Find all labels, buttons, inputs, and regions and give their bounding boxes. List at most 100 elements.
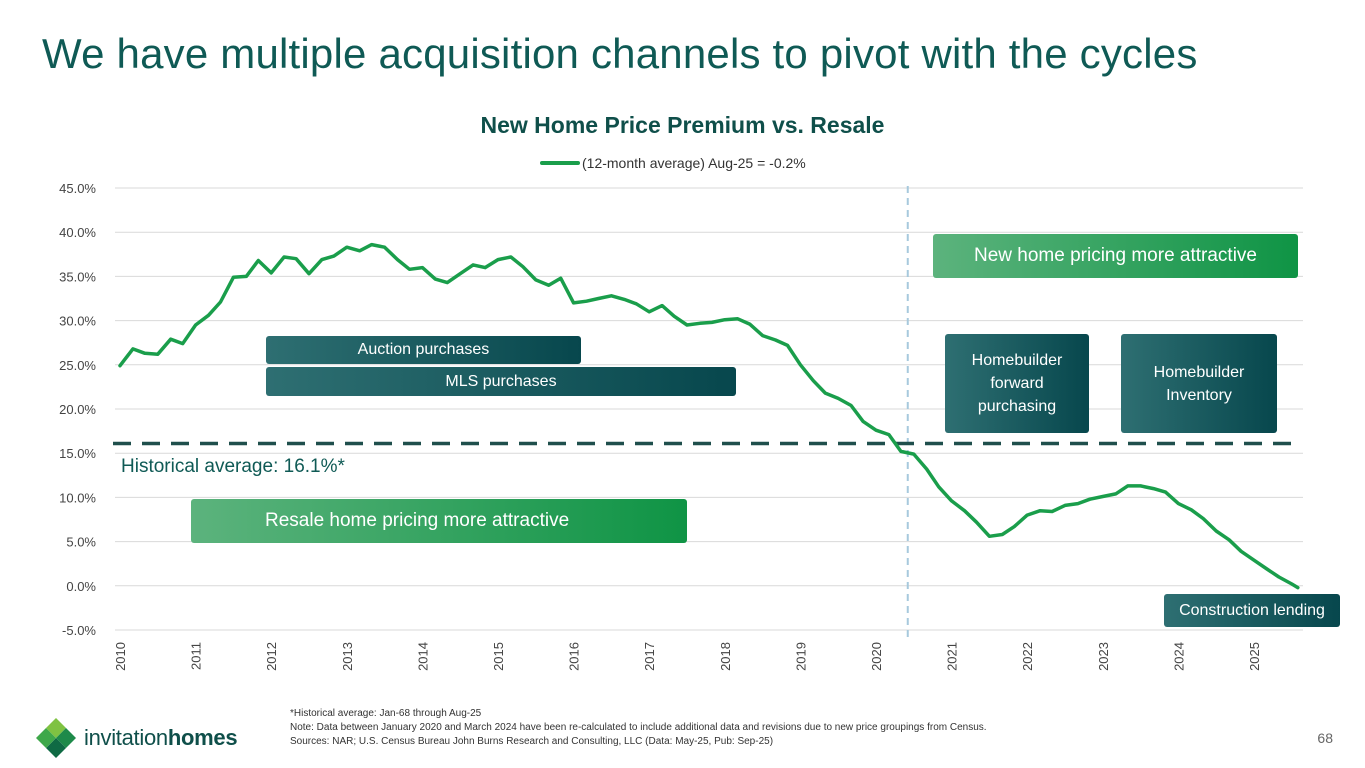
- data-point: [660, 304, 664, 307]
- y-tick-label: -5.0%: [62, 623, 96, 638]
- x-tick-label: 2015: [491, 642, 506, 671]
- data-point: [370, 243, 373, 246]
- data-point: [761, 334, 764, 337]
- data-point: [1152, 487, 1155, 490]
- y-tick-label: 25.0%: [59, 358, 96, 373]
- y-tick-label: 45.0%: [59, 181, 96, 196]
- data-point: [1202, 517, 1205, 520]
- data-point: [1101, 495, 1105, 498]
- data-point: [1013, 525, 1016, 528]
- y-tick-label: 40.0%: [59, 225, 96, 240]
- data-point: [446, 281, 449, 284]
- data-point: [1038, 509, 1042, 512]
- company-logo: invitationhomes: [34, 716, 238, 760]
- data-point: [408, 268, 411, 271]
- data-point: [496, 258, 500, 261]
- data-point: [723, 318, 726, 321]
- x-tick-label: 2017: [642, 642, 657, 671]
- x-tick-label: 2021: [945, 642, 960, 671]
- data-point: [1277, 575, 1281, 579]
- data-point: [1252, 558, 1256, 562]
- data-point: [1026, 513, 1029, 517]
- data-point: [1088, 497, 1092, 501]
- data-point: [648, 310, 651, 313]
- data-point: [786, 344, 789, 347]
- resale-attractive-label: Resale home pricing more attractive: [265, 510, 570, 531]
- data-point: [307, 272, 311, 275]
- auction-purchases-label: Auction purchases: [357, 341, 490, 358]
- data-point: [421, 266, 424, 269]
- footer-line-1: *Historical average: Jan-68 through Aug-…: [290, 708, 482, 719]
- x-tick-label: 2011: [189, 642, 204, 670]
- data-point: [1215, 529, 1218, 533]
- chart-legend: (12-month average) Aug-25 = -0.2%: [540, 155, 806, 171]
- x-tick-label: 2025: [1247, 642, 1262, 671]
- data-point: [521, 265, 525, 268]
- data-point: [975, 520, 978, 524]
- data-point: [963, 509, 966, 512]
- data-point: [950, 499, 953, 503]
- data-point: [774, 338, 777, 342]
- slide-title: We have multiple acquisition channels to…: [42, 30, 1198, 77]
- legend-label: (12-month average) Aug-25 = -0.2%: [582, 155, 806, 171]
- x-tick-label: 2012: [264, 642, 279, 671]
- data-point: [345, 246, 348, 249]
- data-point: [623, 298, 626, 301]
- new-home-attractive-box: New home pricing more attractive: [933, 234, 1298, 278]
- data-point: [1063, 504, 1067, 507]
- data-point: [736, 317, 739, 321]
- data-point: [143, 352, 147, 355]
- data-point: [509, 255, 513, 259]
- x-tick-label: 2023: [1096, 642, 1111, 671]
- resale-attractive-box: Resale home pricing more attractive: [191, 499, 687, 543]
- page-number: 68: [1317, 730, 1333, 746]
- data-point: [1164, 490, 1167, 494]
- homebuilder-inventory-box: Homebuilder Inventory: [1121, 334, 1277, 433]
- data-point: [1126, 484, 1129, 488]
- data-point: [396, 258, 399, 261]
- data-point: [169, 337, 172, 341]
- chart-title: New Home Price Premium vs. Resale: [480, 112, 885, 138]
- homebuilder-forward-box: Homebuilder forward purchasing: [945, 334, 1089, 433]
- data-point: [837, 397, 840, 400]
- x-tick-label: 2013: [340, 642, 355, 671]
- data-point: [131, 347, 135, 351]
- footer-line-2: Note: Data between January 2020 and Marc…: [290, 722, 987, 733]
- data-point: [1177, 502, 1180, 505]
- y-tick-label: 20.0%: [59, 402, 96, 417]
- mls-purchases-box: MLS purchases: [266, 367, 736, 396]
- footer-notes: *Historical average: Jan-68 through Aug-…: [290, 707, 987, 749]
- logo-wordmark: invitationhomes: [84, 725, 238, 751]
- x-tick-label: 2022: [1020, 642, 1035, 671]
- y-tick-label: 10.0%: [59, 490, 96, 505]
- data-point: [710, 321, 714, 324]
- data-point: [635, 302, 638, 306]
- data-point: [685, 323, 689, 327]
- data-point: [849, 404, 853, 407]
- data-point: [270, 271, 273, 275]
- y-tick-label: 30.0%: [59, 314, 96, 329]
- data-point: [812, 379, 815, 382]
- data-point: [799, 363, 802, 366]
- x-tick-label: 2024: [1171, 642, 1186, 671]
- data-point: [181, 342, 184, 345]
- data-point: [698, 322, 702, 325]
- data-point: [861, 420, 865, 423]
- data-point: [572, 301, 575, 305]
- data-point: [245, 275, 248, 278]
- data-point: [1227, 538, 1231, 542]
- footer-line-3: Sources: NAR; U.S. Census Bureau John Bu…: [290, 736, 774, 747]
- data-point: [434, 277, 437, 281]
- data-point: [118, 364, 122, 367]
- x-tick-label: 2018: [718, 642, 733, 671]
- data-point: [358, 249, 361, 252]
- data-point: [483, 266, 487, 269]
- data-point: [912, 452, 915, 456]
- data-point: [459, 272, 462, 275]
- data-point: [471, 263, 475, 267]
- auction-purchases-box: Auction purchases: [266, 336, 581, 364]
- data-point: [257, 259, 260, 262]
- data-point: [1050, 510, 1054, 513]
- data-point: [1296, 586, 1300, 589]
